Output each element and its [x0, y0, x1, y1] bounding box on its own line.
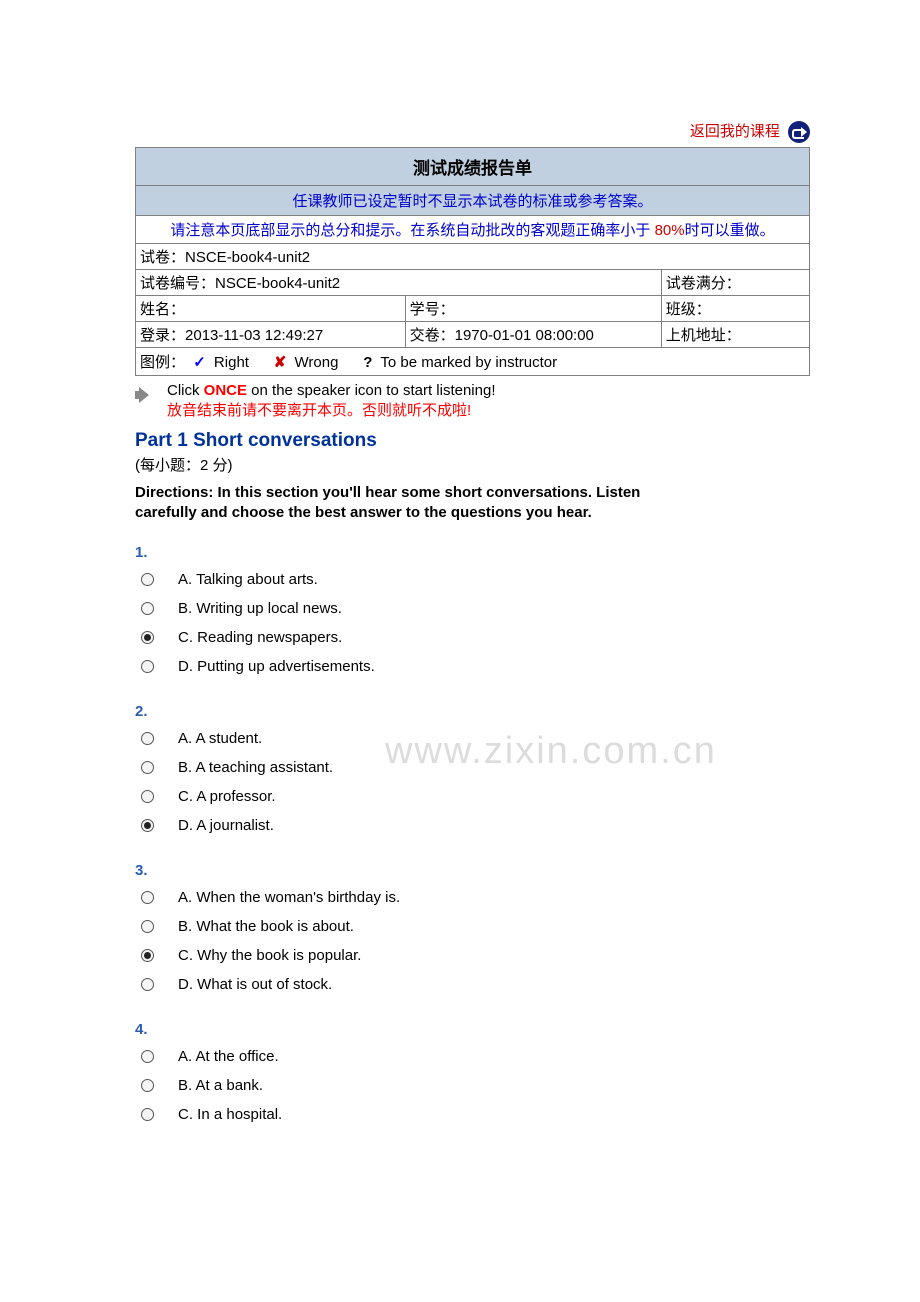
radio-icon[interactable]	[141, 949, 154, 962]
radio-icon[interactable]	[141, 573, 154, 586]
report-subtitle: 任课教师已设定暂时不显示本试卷的标准或参考答案。	[136, 186, 810, 216]
class-cell: 班级：	[661, 296, 809, 322]
question-block: 4. A. At the office. B. At a bank. C. In a …	[135, 1021, 810, 1131]
radio-icon[interactable]	[141, 1079, 154, 1092]
login-label: 登录：	[140, 327, 185, 344]
option-row[interactable]: D. A journalist.	[135, 813, 810, 842]
option-text: C. Why the book is popular.	[178, 947, 361, 964]
option-row[interactable]: C. Why the book is popular.	[135, 943, 810, 972]
option-row[interactable]: A. At the office.	[135, 1044, 810, 1073]
option-text: D. A journalist.	[178, 817, 274, 834]
question-number: 1.	[135, 544, 810, 561]
back-link-text: 返回我的课程	[690, 123, 780, 140]
wrong-text: Wrong	[290, 354, 338, 371]
tobemarked-text: To be marked by instructor	[376, 354, 557, 371]
click-once-word: ONCE	[204, 382, 247, 399]
radio-icon[interactable]	[141, 732, 154, 745]
arrow-return-icon	[788, 121, 810, 143]
paper-code-value: NSCE-book4-unit2	[215, 275, 340, 292]
option-row[interactable]: C. In a hospital.	[135, 1102, 810, 1131]
radio-icon[interactable]	[141, 819, 154, 832]
option-row[interactable]: D. Putting up advertisements.	[135, 654, 810, 683]
radio-icon[interactable]	[141, 602, 154, 615]
notice-pct: 80%	[655, 222, 685, 239]
radio-icon[interactable]	[141, 891, 154, 904]
option-text: D. What is out of stock.	[178, 976, 332, 993]
radio-icon[interactable]	[141, 660, 154, 673]
question-block: 2. A. A student. B. A teaching assistant. C…	[135, 703, 810, 842]
legend-cell: 图例： ✓ Right ✘ Wrong ? To be marked by in…	[136, 348, 810, 376]
studentid-cell: 学号：	[405, 296, 661, 322]
option-text: B. Writing up local news.	[178, 600, 342, 617]
part1-directions: Directions: In this section you'll hear …	[135, 483, 645, 524]
report-title: 测试成绩报告单	[136, 148, 810, 186]
paper-label: 试卷：	[140, 249, 185, 266]
option-text: B. What the book is about.	[178, 918, 354, 935]
question-block: 3. A. When the woman's birthday is. B. Wha…	[135, 862, 810, 1001]
part1-points: (每小题：2 分)	[135, 454, 810, 475]
radio-icon[interactable]	[141, 920, 154, 933]
paper-code-cell: 试卷编号：NSCE-book4-unit2	[136, 270, 662, 296]
paper-value: NSCE-book4-unit2	[185, 249, 310, 266]
option-text: D. Putting up advertisements.	[178, 658, 375, 675]
option-text: A. A student.	[178, 730, 262, 747]
submit-cell: 交卷：1970-01-01 08:00:00	[405, 322, 661, 348]
option-row[interactable]: B. At a bank.	[135, 1073, 810, 1102]
option-text: C. In a hospital.	[178, 1106, 282, 1123]
audio-instruction-block: Click ONCE on the speaker icon to start …	[135, 382, 810, 420]
option-row[interactable]: A. When the woman's birthday is.	[135, 885, 810, 914]
submit-label: 交卷：	[410, 327, 455, 344]
radio-icon[interactable]	[141, 1050, 154, 1063]
option-row[interactable]: B. Writing up local news.	[135, 596, 810, 625]
notice-prefix: 请注意本页底部显示的总分和提示。在系统自动批改的客观题正确率小于	[170, 222, 654, 239]
option-text: B. At a bank.	[178, 1077, 263, 1094]
question-mark-icon: ?	[363, 354, 372, 371]
radio-icon[interactable]	[141, 1108, 154, 1121]
option-text: A. At the office.	[178, 1048, 279, 1065]
login-value: 2013-11-03 12:49:27	[185, 327, 323, 344]
question-number: 3.	[135, 862, 810, 879]
option-text: A. Talking about arts.	[178, 571, 318, 588]
click-once-line: Click ONCE on the speaker icon to start …	[167, 382, 496, 399]
option-row[interactable]: A. Talking about arts.	[135, 567, 810, 596]
radio-icon[interactable]	[141, 790, 154, 803]
option-text: C. A professor.	[178, 788, 276, 805]
radio-icon[interactable]	[141, 761, 154, 774]
question-number: 4.	[135, 1021, 810, 1038]
paper-row: 试卷：NSCE-book4-unit2	[136, 244, 810, 270]
option-text: A. When the woman's birthday is.	[178, 889, 400, 906]
option-row[interactable]: B. A teaching assistant.	[135, 755, 810, 784]
question-block: 1. A. Talking about arts. B. Writing up lo…	[135, 544, 810, 683]
report-header-table: 测试成绩报告单 任课教师已设定暂时不显示本试卷的标准或参考答案。 请注意本页底部…	[135, 147, 810, 376]
option-text: C. Reading newspapers.	[178, 629, 342, 646]
question-number: 2.	[135, 703, 810, 720]
option-row[interactable]: A. A student.	[135, 726, 810, 755]
radio-icon[interactable]	[141, 631, 154, 644]
submit-value: 1970-01-01 08:00:00	[455, 327, 594, 344]
option-row[interactable]: C. A professor.	[135, 784, 810, 813]
full-score-cell: 试卷满分：	[661, 270, 809, 296]
speaker-icon[interactable]	[135, 386, 157, 404]
option-row[interactable]: C. Reading newspapers.	[135, 625, 810, 654]
option-row[interactable]: B. What the book is about.	[135, 914, 810, 943]
cross-icon: ✘	[274, 354, 287, 371]
audio-warning: 放音结束前请不要离开本页。否则就听不成啦!	[167, 399, 496, 420]
check-icon: ✓	[193, 354, 206, 371]
legend-label: 图例：	[140, 354, 185, 371]
notice-suffix: 时可以重做。	[685, 222, 775, 239]
addr-cell: 上机地址：	[661, 322, 809, 348]
login-cell: 登录：2013-11-03 12:49:27	[136, 322, 406, 348]
click-prefix: Click	[167, 382, 204, 399]
right-text: Right	[210, 354, 249, 371]
back-to-course-link[interactable]: 返回我的课程	[135, 120, 810, 143]
paper-code-label: 试卷编号：	[140, 275, 215, 292]
radio-icon[interactable]	[141, 978, 154, 991]
report-notice: 请注意本页底部显示的总分和提示。在系统自动批改的客观题正确率小于 80%时可以重…	[136, 216, 810, 244]
part1-title: Part 1 Short conversations	[135, 430, 810, 452]
option-text: B. A teaching assistant.	[178, 759, 333, 776]
click-suffix: on the speaker icon to start listening!	[247, 382, 495, 399]
option-row[interactable]: D. What is out of stock.	[135, 972, 810, 1001]
name-cell: 姓名：	[136, 296, 406, 322]
